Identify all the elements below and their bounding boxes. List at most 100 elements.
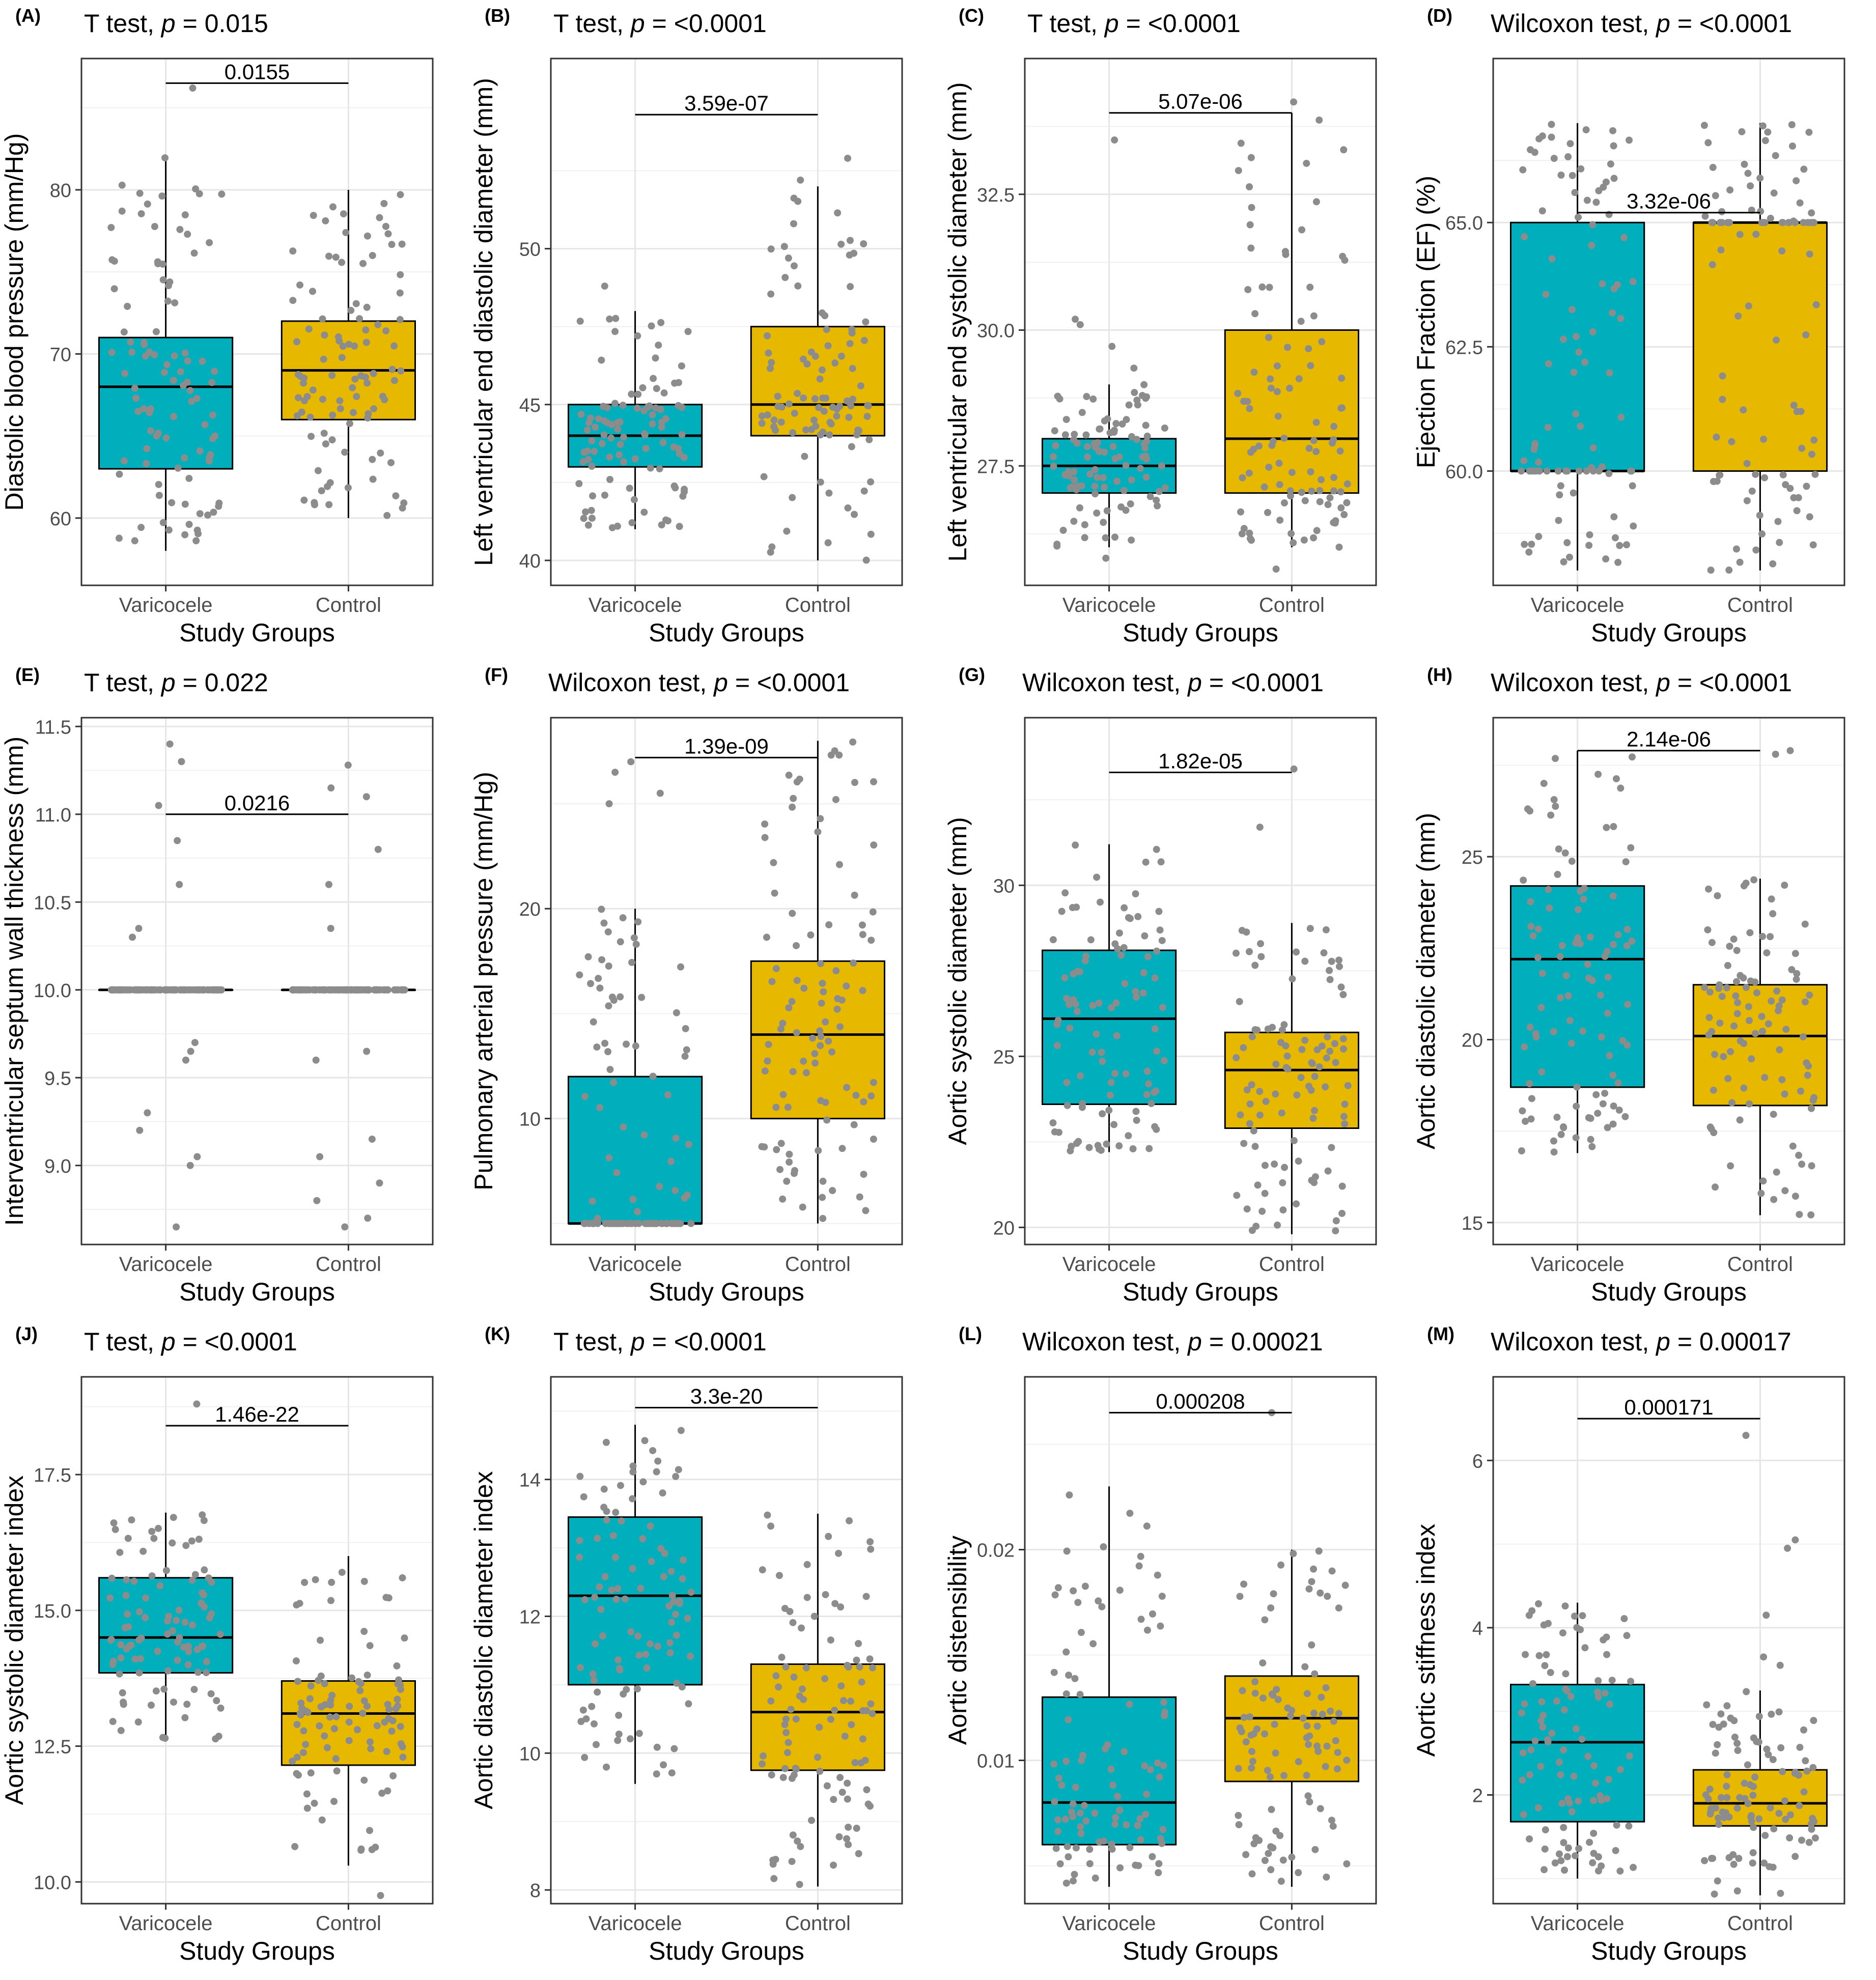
data-point: [204, 511, 212, 519]
y-tick-label: 40: [519, 551, 541, 572]
data-point: [835, 1549, 843, 1557]
data-point: [796, 1881, 803, 1888]
data-point: [1531, 1737, 1539, 1745]
data-point: [1256, 1111, 1264, 1119]
data-point: [1806, 513, 1813, 521]
data-point: [1757, 208, 1765, 215]
data-point: [682, 1025, 689, 1032]
data-point: [216, 1630, 224, 1638]
data-point: [198, 1643, 206, 1650]
data-point: [789, 910, 796, 917]
data-point: [781, 274, 789, 281]
plot-border: [1024, 717, 1377, 1246]
data-point: [641, 431, 649, 439]
data-point: [1736, 1116, 1744, 1124]
data-point: [1801, 920, 1809, 928]
data-point: [123, 1645, 130, 1653]
data-point: [1733, 1010, 1741, 1017]
data-point: [768, 1771, 775, 1779]
data-point: [207, 1690, 215, 1698]
data-point: [770, 1875, 778, 1882]
data-point: [784, 1104, 792, 1111]
data-point: [687, 1652, 694, 1660]
data-point: [1308, 1059, 1315, 1066]
data-point: [1744, 169, 1752, 177]
data-point: [870, 778, 878, 785]
data-point: [1339, 1035, 1347, 1042]
data-point: [1306, 925, 1314, 932]
data-point: [320, 430, 328, 437]
data-point: [134, 408, 142, 415]
data-point: [1343, 480, 1351, 488]
data-point: [118, 986, 126, 994]
data-point: [1550, 1137, 1557, 1145]
data-point: [1574, 213, 1582, 221]
data-point: [1622, 858, 1630, 866]
data-point: [825, 489, 833, 497]
data-point: [1556, 491, 1563, 499]
data-point: [758, 419, 766, 427]
data-point: [863, 413, 871, 420]
data-point: [312, 1576, 319, 1583]
data-point: [790, 1673, 798, 1681]
data-point: [1734, 312, 1742, 320]
data-point: [627, 1735, 634, 1743]
data-point: [681, 1194, 688, 1202]
data-point: [193, 394, 201, 402]
data-point: [1108, 1004, 1115, 1011]
data-point: [1326, 1048, 1334, 1055]
data-point: [612, 1595, 620, 1603]
data-point: [1568, 858, 1576, 865]
data-point: [1581, 1644, 1589, 1652]
data-point: [1527, 898, 1534, 906]
data-point: [345, 341, 353, 348]
data-point: [816, 1723, 823, 1731]
data-point: [1540, 780, 1548, 787]
data-point: [1770, 1825, 1778, 1833]
data-point: [1555, 1759, 1563, 1766]
data-point: [345, 1737, 353, 1744]
data-point: [608, 1586, 615, 1594]
data-point: [1553, 1697, 1560, 1705]
data-point: [1070, 996, 1077, 1004]
data-point: [338, 259, 346, 266]
data-point: [152, 1687, 160, 1695]
data-point: [1619, 1037, 1627, 1044]
data-point: [834, 209, 842, 217]
data-point: [1157, 1834, 1164, 1842]
data-point: [193, 526, 201, 534]
data-point: [116, 470, 123, 478]
data-point: [789, 1831, 797, 1839]
data-point: [366, 1642, 374, 1650]
y-axis-title: Aortic systolic diameter (mm): [943, 817, 972, 1145]
panel-label: (C): [959, 5, 984, 26]
data-point: [1710, 1129, 1718, 1137]
data-point: [1628, 937, 1636, 945]
data-point: [205, 1574, 212, 1582]
data-point: [1304, 1792, 1312, 1800]
data-point: [867, 1545, 875, 1553]
data-point: [1306, 1732, 1313, 1740]
data-point: [596, 1104, 604, 1112]
data-point: [1288, 1853, 1296, 1861]
data-point: [1537, 1717, 1545, 1724]
data-point: [121, 457, 128, 465]
data-point: [1075, 1138, 1082, 1145]
data-point: [772, 1104, 780, 1111]
data-point: [378, 1790, 386, 1797]
data-point: [596, 984, 604, 992]
data-point: [1706, 988, 1714, 996]
data-point: [1796, 1210, 1803, 1218]
data-point: [619, 402, 627, 409]
data-point: [1261, 1616, 1269, 1624]
data-point: [667, 1568, 675, 1575]
data-point: [1142, 1811, 1150, 1818]
data-point: [1738, 128, 1746, 135]
y-tick-label: 45: [519, 395, 541, 416]
data-point: [117, 1727, 125, 1734]
data-point: [1272, 1749, 1279, 1757]
data-point: [1061, 431, 1069, 439]
data-point: [814, 828, 822, 836]
data-point: [169, 1539, 176, 1547]
data-point: [1801, 998, 1809, 1006]
